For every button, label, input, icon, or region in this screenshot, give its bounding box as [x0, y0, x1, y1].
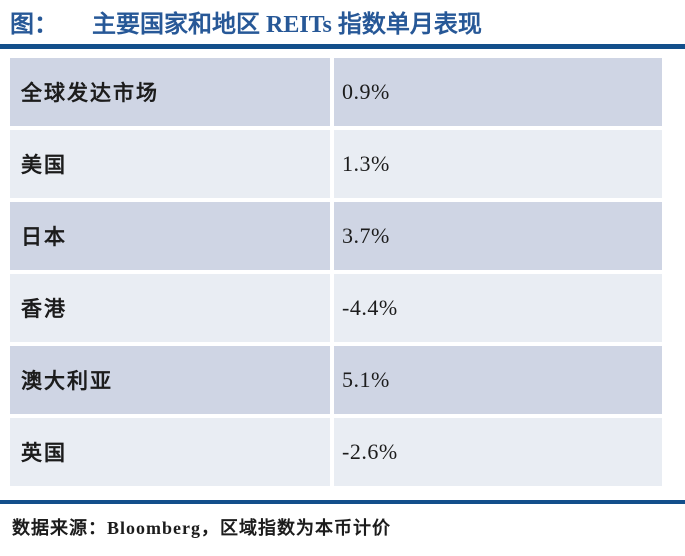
table-row-value: -2.6%: [334, 418, 662, 486]
table-row-value: 3.7%: [334, 202, 662, 270]
table-row-region: 香港: [10, 274, 330, 342]
figure-title-label: 图：: [10, 12, 58, 38]
table-row-value: 5.1%: [334, 346, 662, 414]
reits-performance-table: 全球发达市场 0.9% 美国 1.3% 日本 3.7% 香港 -4.4% 澳大利…: [10, 58, 662, 486]
table-row-region: 美国: [10, 130, 330, 198]
table-row-value: 0.9%: [334, 58, 662, 126]
footer-divider: [0, 500, 685, 504]
figure-title: 图： 主要国家和地区 REITs 指数单月表现: [10, 8, 675, 42]
table-row-region: 日本: [10, 202, 330, 270]
source-note: 数据来源：Bloomberg，区域指数为本币计价: [12, 518, 391, 538]
table-row-region: 澳大利亚: [10, 346, 330, 414]
table-row-value: 1.3%: [334, 130, 662, 198]
table-row-value: -4.4%: [334, 274, 662, 342]
table-row-region: 英国: [10, 418, 330, 486]
title-divider: [0, 44, 685, 49]
table-row-region: 全球发达市场: [10, 58, 330, 126]
figure-title-text: 主要国家和地区 REITs 指数单月表现: [92, 12, 482, 38]
